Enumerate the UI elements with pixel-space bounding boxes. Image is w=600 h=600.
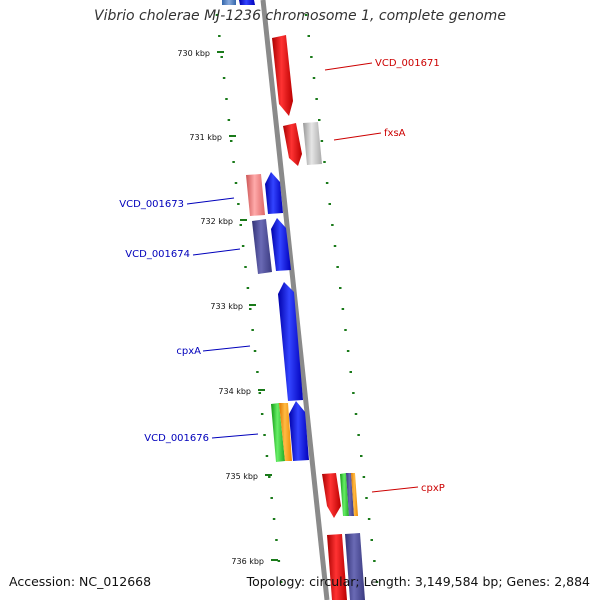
gene-arrow-grey[interactable] (303, 122, 322, 165)
gene-label-cpxa[interactable]: cpxA (176, 346, 201, 357)
gene-arrow-blue[interactable] (265, 172, 283, 214)
gene-label-vcd-001671[interactable]: VCD_001671 (375, 58, 440, 69)
map-title: Vibrio cholerae MJ-1236 chromosome 1, co… (94, 8, 506, 24)
tick-label: 730 kbp (177, 49, 210, 58)
gene-arrow[interactable] (345, 533, 365, 600)
chromosome-backbone (260, 0, 330, 600)
gene-arrow-cpxp[interactable] (322, 473, 341, 518)
tick-label: 734 kbp (218, 387, 251, 396)
gene-arrow-vcd-001676[interactable] (271, 403, 285, 462)
label-leader (324, 62, 373, 71)
gene-arrow-vcd-001673[interactable] (246, 174, 265, 216)
label-leader (211, 433, 259, 439)
gene-label-vcd-001674[interactable]: VCD_001674 (125, 249, 190, 260)
tick-label: 735 kbp (225, 472, 258, 481)
gene-arrow[interactable] (327, 534, 347, 600)
gene-arrow-vcd-001674[interactable] (252, 219, 272, 274)
gene-arrow-navy[interactable] (346, 473, 354, 516)
tick-label: 733 kbp (210, 302, 243, 311)
gene-arrow-blue[interactable] (271, 218, 291, 271)
tick-label: 736 kbp (231, 557, 264, 566)
label-leader (192, 248, 241, 256)
gene-arrow[interactable] (222, 0, 236, 5)
gene-label-fxsa[interactable]: fxsA (384, 128, 406, 139)
gene-label-cpxp[interactable]: cpxP (421, 483, 445, 494)
gene-arrow-orange[interactable] (351, 473, 358, 516)
gene-label-vcd-001676[interactable]: VCD_001676 (144, 433, 209, 444)
label-leader (202, 345, 251, 352)
label-leader (371, 486, 419, 493)
tick-label: 732 kbp (200, 217, 233, 226)
gene-arrow-blue[interactable] (289, 401, 309, 461)
tick-group: 730 kbp 731 kbp 732 kbp 733 kbp 734 kbp … (177, 49, 278, 566)
gene-arrow-cpxa[interactable] (278, 282, 303, 401)
topology-text: Topology: circular; Length: 3,149,584 bp… (246, 574, 590, 589)
label-leader (186, 197, 235, 205)
label-leader (333, 132, 382, 141)
gene-arrow[interactable] (239, 0, 255, 5)
gene-arrow-orange[interactable] (279, 403, 292, 461)
gene-arrow-fxsa[interactable] (283, 123, 302, 166)
gene-arrow-vcd-001671[interactable] (272, 35, 293, 116)
tick-label: 731 kbp (189, 133, 222, 142)
ring-guide-dots (215, 14, 379, 583)
gene-label-vcd-001673[interactable]: VCD_001673 (119, 199, 184, 210)
accession-text: Accession: NC_012668 (9, 574, 152, 589)
